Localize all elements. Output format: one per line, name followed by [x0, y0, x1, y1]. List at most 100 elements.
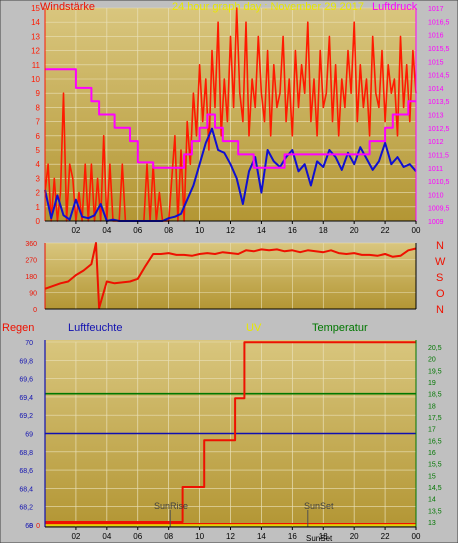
temperature-y-tick-label: 14 [428, 497, 436, 504]
pressure-label: Luftdruck [372, 1, 418, 13]
x-tick-label: 08 [164, 532, 173, 541]
pressure-y-tick-label: 1011,5 [428, 152, 449, 159]
pressure-y-tick-label: 1016 [428, 33, 444, 40]
pressure-y-tick-label: 1009,5 [428, 206, 450, 213]
x-tick-label: 06 [133, 532, 142, 541]
wind-direction-line [44, 242, 417, 310]
wind-pressure-panel: 012345678910111213141510091009,510101010… [31, 4, 449, 235]
temperature-y-tick-label: 17,5 [428, 415, 442, 422]
pressure-y-tick-label: 1013 [428, 113, 444, 120]
rain-y-tick-label: 0 [36, 523, 40, 530]
direction-y-tick-label: 360 [25, 241, 37, 248]
wind-y-tick-label: 13 [31, 32, 40, 41]
x-tick-label: 08 [164, 226, 173, 235]
temperature-y-tick-label: 18 [428, 403, 436, 410]
temperature-y-tick-label: 16,5 [428, 438, 442, 445]
x-tick-label: 18 [319, 226, 328, 235]
pressure-y-tick-label: 1015,5 [428, 46, 450, 53]
pressure-y-tick-label: 1011 [428, 166, 443, 173]
humidity-label: Luftfeuchte [68, 322, 122, 334]
direction-y-tick-label: 180 [25, 274, 37, 281]
wind-speed-label: Windstärke [40, 1, 95, 13]
pressure-y-tick-label: 1010,5 [428, 179, 450, 186]
temperature-y-tick-label: 15 [428, 473, 436, 480]
x-tick-label: 02 [71, 226, 80, 235]
wind-y-tick-label: 15 [31, 4, 40, 13]
direction-y-tick-label: 270 [25, 258, 37, 265]
compass-n-label: N [436, 240, 444, 252]
wind-y-tick-label: 14 [31, 18, 40, 27]
rain-label: Regen [2, 322, 34, 334]
wind-y-tick-label: 1 [36, 203, 41, 212]
wind-y-tick-label: 2 [36, 189, 41, 198]
pressure-y-tick-label: 1014 [428, 86, 444, 93]
graph-title: 24 hour graph day : November 29 2017 [172, 1, 364, 13]
humidity-y-tick-label: 0 [29, 523, 33, 530]
temperature-y-tick-label: 13 [428, 520, 436, 527]
x-tick-label: 00 [412, 532, 421, 541]
sunset-axis-label: SunSet [306, 534, 333, 543]
x-tick-label: 12 [226, 226, 235, 235]
humidity-y-tick-label: 69,2 [19, 413, 33, 420]
humidity-y-tick-label: 69,8 [19, 358, 33, 365]
pressure-y-tick-label: 1012,5 [428, 126, 450, 133]
humidity-y-tick-label: 69,6 [19, 377, 33, 384]
temperature-y-tick-label: 13,5 [428, 508, 442, 515]
x-tick-label: 22 [381, 532, 390, 541]
x-tick-label: 10 [195, 532, 204, 541]
climate-series [45, 341, 416, 526]
direction-series [44, 242, 417, 310]
temperature-y-tick-label: 19,5 [428, 368, 442, 375]
humidity-y-tick-label: 69,4 [19, 395, 33, 402]
x-tick-label: 22 [381, 226, 390, 235]
x-tick-label: 00 [412, 226, 421, 235]
x-tick-label: 12 [226, 532, 235, 541]
temperature-y-tick-label: 15,5 [428, 462, 442, 469]
compass-w-label: W [435, 256, 446, 268]
wind-y-tick-label: 0 [36, 217, 41, 226]
direction-axes: 0 90 180 270 360 [25, 241, 417, 314]
x-tick-label: 20 [350, 532, 359, 541]
climate-panel: 068 68,2 68,4 68,6 68,8 69 69,2 69,4 69,6 69,8 70 1… [19, 340, 442, 541]
sunrise-label: SunRise [154, 501, 188, 511]
compass-n2-label: N [436, 304, 444, 316]
x-tick-label: 18 [319, 532, 328, 541]
x-tick-label: 06 [133, 226, 142, 235]
x-tick-label: 14 [257, 226, 266, 235]
direction-y-tick-label: 0 [33, 307, 37, 314]
sunset-label: SunSet [304, 501, 334, 511]
humidity-y-tick-label: 68,4 [19, 486, 33, 493]
compass-s-label: S [436, 272, 443, 284]
pressure-y-tick-label: 1012 [428, 139, 444, 146]
x-tick-label: 04 [102, 532, 111, 541]
wind-y-tick-label: 3 [36, 174, 41, 183]
wind-axes: 012345678910111213141510091009,510101010… [31, 4, 449, 235]
x-tick-label: 16 [288, 226, 297, 235]
x-tick-label: 10 [195, 226, 204, 235]
pressure-line [45, 68, 416, 169]
pressure-y-tick-label: 1015 [428, 59, 444, 66]
x-tick-label: 04 [102, 226, 111, 235]
temperature-label: Temperatur [312, 322, 368, 334]
temperature-y-tick-label: 19 [428, 380, 436, 387]
wind-y-tick-label: 4 [36, 160, 41, 169]
wind-grid [45, 7, 417, 222]
pressure-y-tick-label: 1010 [428, 192, 444, 199]
wind-y-tick-label: 7 [36, 118, 41, 127]
pressure-y-tick-label: 1013,5 [428, 99, 450, 106]
pressure-y-tick-label: 1016,5 [428, 19, 450, 26]
wind-y-tick-label: 9 [36, 89, 41, 98]
wind-y-tick-label: 8 [36, 103, 41, 112]
temperature-y-tick-label: 17 [428, 427, 436, 434]
pressure-y-tick-label: 1017 [428, 6, 444, 13]
compass-o-label: O [436, 288, 445, 300]
humidity-y-tick-label: 68,2 [19, 505, 33, 512]
temperature-y-tick-label: 16 [428, 450, 436, 457]
wind-y-tick-label: 11 [32, 61, 41, 70]
climate-axes: 068 68,2 68,4 68,6 68,8 69 69,2 69,4 69,6 69,8 70 1… [19, 340, 442, 541]
x-tick-label: 02 [71, 532, 80, 541]
wind-y-tick-label: 5 [36, 146, 41, 155]
direction-y-tick-label: 90 [29, 291, 37, 298]
temperature-step-line [45, 341, 416, 523]
x-tick-label: 16 [288, 532, 297, 541]
